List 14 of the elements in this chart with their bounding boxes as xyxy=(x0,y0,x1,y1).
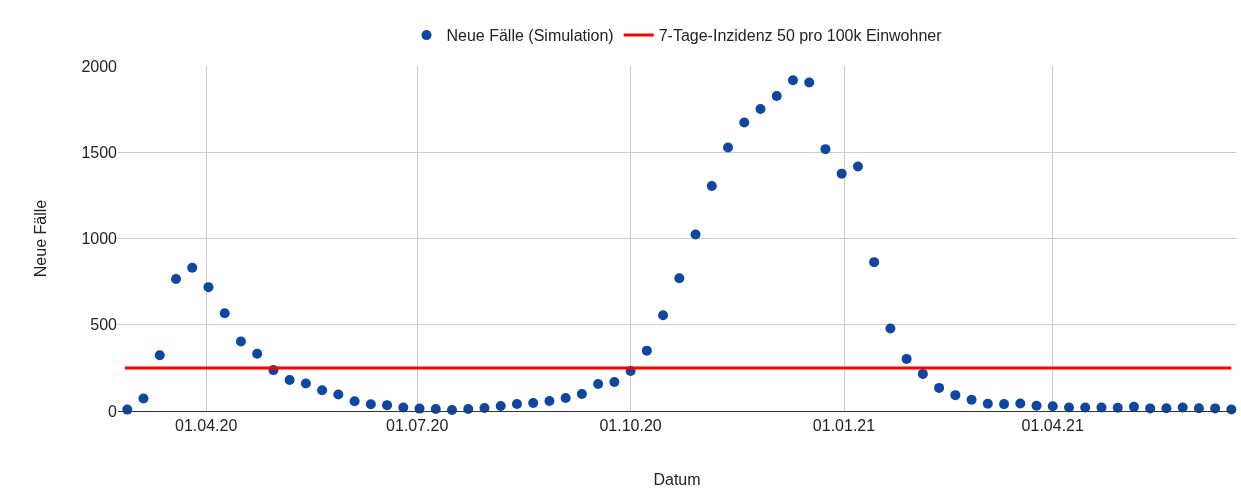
y-axis-title: Neue Fälle xyxy=(32,199,50,278)
x-tick-label: 01.04.20 xyxy=(175,417,238,435)
y-tick-label: 1000 xyxy=(81,230,118,248)
x-tick-label: 01.10.20 xyxy=(599,417,662,435)
x-tick-label: 01.07.20 xyxy=(386,417,449,435)
x-tick-label: 01.04.21 xyxy=(1021,417,1084,435)
x-tick-label: 01.01.21 xyxy=(812,417,876,435)
y-tick-label: 0 xyxy=(108,402,118,420)
y-tick-label: 2000 xyxy=(81,57,118,75)
legend-label: Neue Fälle (Simulation) xyxy=(446,27,614,45)
y-tick-label: 1500 xyxy=(81,143,118,161)
legend-label: 7-Tage-Inzidenz 50 pro 100k Einwohner xyxy=(658,27,943,45)
x-axis-title: Datum xyxy=(653,470,701,488)
y-tick-label: 500 xyxy=(90,316,118,334)
